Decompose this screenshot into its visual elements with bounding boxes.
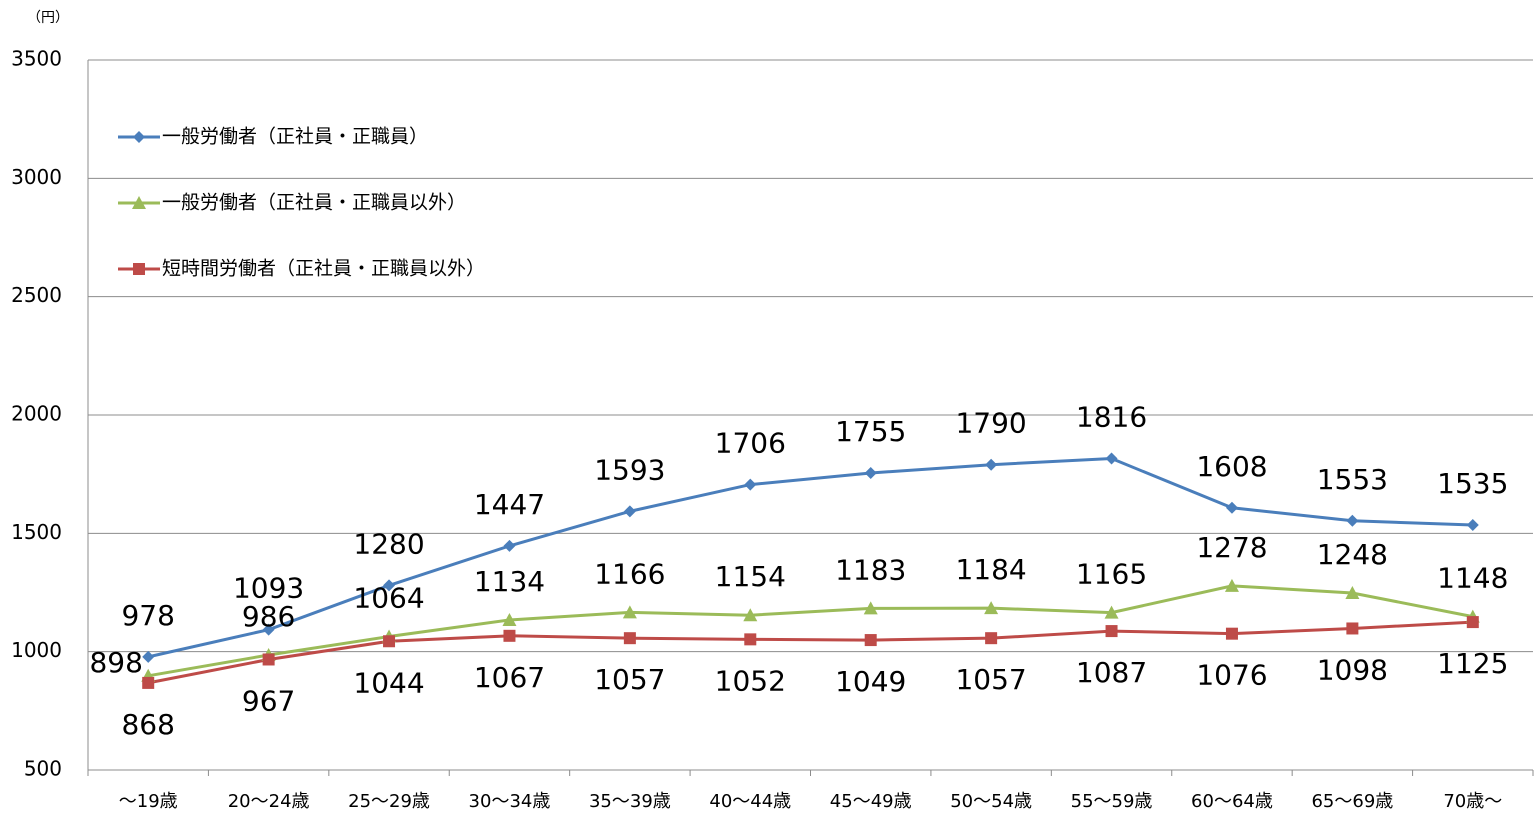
marker bbox=[1346, 622, 1359, 635]
data-label: 1067 bbox=[474, 661, 545, 694]
data-label: 1553 bbox=[1317, 463, 1388, 496]
data-label: 967 bbox=[242, 684, 295, 717]
series-line bbox=[147, 457, 1473, 659]
marker bbox=[984, 601, 999, 615]
marker bbox=[1466, 519, 1479, 532]
marker bbox=[1225, 627, 1238, 640]
data-label: 978 bbox=[121, 599, 174, 632]
marker bbox=[1104, 605, 1119, 619]
data-label: 1052 bbox=[715, 664, 786, 697]
data-label: 1064 bbox=[353, 582, 424, 615]
marker bbox=[142, 650, 155, 663]
marker bbox=[383, 635, 396, 648]
marker bbox=[262, 623, 275, 636]
x-tick-label: 25～29歳 bbox=[348, 791, 430, 812]
data-label: 1125 bbox=[1437, 647, 1508, 680]
marker bbox=[744, 633, 757, 646]
data-label: 1057 bbox=[955, 663, 1026, 696]
marker bbox=[623, 632, 636, 645]
data-label: 1184 bbox=[955, 553, 1026, 586]
marker bbox=[864, 634, 877, 647]
y-axis-label: （円） bbox=[27, 10, 69, 26]
marker bbox=[142, 676, 155, 689]
series-line bbox=[147, 584, 1474, 678]
marker bbox=[1105, 625, 1118, 638]
marker bbox=[132, 196, 146, 209]
data-label: 1044 bbox=[353, 666, 424, 699]
x-tick-label: 65～69歳 bbox=[1311, 791, 1393, 812]
marker bbox=[744, 478, 757, 491]
data-label: 1098 bbox=[1317, 653, 1388, 686]
marker bbox=[503, 629, 516, 642]
data-label: 1057 bbox=[594, 663, 665, 696]
x-tick-label: 55～59歳 bbox=[1071, 791, 1153, 812]
y-tick-label: 2500 bbox=[11, 283, 62, 307]
data-label: 1790 bbox=[955, 407, 1026, 440]
legend-label: 一般労働者（正社員・正職員以外） bbox=[162, 192, 466, 214]
data-label: 1134 bbox=[474, 565, 545, 598]
y-tick-label: 3500 bbox=[11, 47, 62, 71]
data-label: 1165 bbox=[1076, 558, 1147, 591]
y-tick-label: 3000 bbox=[11, 165, 62, 189]
data-label: 1593 bbox=[594, 453, 665, 486]
marker bbox=[743, 608, 758, 622]
data-label: 898 bbox=[89, 646, 142, 679]
data-label: 1706 bbox=[715, 427, 786, 460]
marker bbox=[262, 653, 275, 666]
legend-label: 短時間労働者（正社員・正職員以外） bbox=[162, 258, 485, 280]
marker bbox=[1225, 501, 1238, 514]
marker bbox=[383, 579, 396, 592]
marker bbox=[503, 539, 516, 552]
data-label: 1154 bbox=[715, 560, 786, 593]
legend-label: 一般労働者（正社員・正職員） bbox=[162, 126, 428, 148]
data-label: 1049 bbox=[835, 665, 906, 698]
data-label: 1148 bbox=[1437, 562, 1508, 595]
marker bbox=[863, 601, 878, 615]
marker bbox=[985, 458, 998, 471]
marker bbox=[623, 505, 636, 518]
data-label: 1248 bbox=[1317, 538, 1388, 571]
marker bbox=[622, 605, 637, 619]
x-tick-label: 20～24歳 bbox=[228, 791, 310, 812]
data-label: 1278 bbox=[1196, 531, 1267, 564]
marker bbox=[133, 131, 145, 143]
x-tick-label: 35～39歳 bbox=[589, 791, 671, 812]
data-label: 1755 bbox=[835, 415, 906, 448]
marker bbox=[1105, 452, 1118, 465]
data-label: 1447 bbox=[474, 488, 545, 521]
x-tick-label: 45～49歳 bbox=[830, 791, 912, 812]
marker bbox=[1346, 514, 1359, 527]
marker bbox=[1466, 616, 1479, 629]
x-tick-label: 70歳～ bbox=[1443, 791, 1502, 812]
marker bbox=[502, 612, 517, 626]
marker bbox=[133, 263, 145, 275]
x-tick-label: ～19歳 bbox=[119, 791, 178, 812]
data-label: 868 bbox=[121, 708, 174, 741]
marker bbox=[1345, 585, 1360, 599]
marker bbox=[1224, 578, 1239, 592]
y-tick-label: 1000 bbox=[11, 638, 62, 662]
data-label: 1166 bbox=[594, 557, 665, 590]
data-label: 1076 bbox=[1196, 659, 1267, 692]
data-label: 1280 bbox=[353, 527, 424, 560]
data-label: 1087 bbox=[1076, 656, 1147, 689]
y-tick-label: 500 bbox=[24, 757, 62, 781]
data-label: 1608 bbox=[1196, 450, 1267, 483]
x-tick-label: 60～64歳 bbox=[1191, 791, 1273, 812]
x-tick-label: 40～44歳 bbox=[709, 791, 791, 812]
series-line bbox=[147, 620, 1473, 685]
data-label: 1093 bbox=[233, 572, 304, 605]
data-label: 1535 bbox=[1437, 467, 1508, 500]
data-label: 1183 bbox=[835, 553, 906, 586]
x-tick-label: 30～34歳 bbox=[469, 791, 551, 812]
y-tick-label: 1500 bbox=[11, 520, 62, 544]
y-tick-label: 2000 bbox=[11, 402, 62, 426]
data-label: 1816 bbox=[1076, 401, 1147, 434]
marker bbox=[864, 466, 877, 479]
x-tick-label: 50～54歳 bbox=[950, 791, 1032, 812]
marker bbox=[985, 632, 998, 645]
data-label: 986 bbox=[242, 600, 295, 633]
